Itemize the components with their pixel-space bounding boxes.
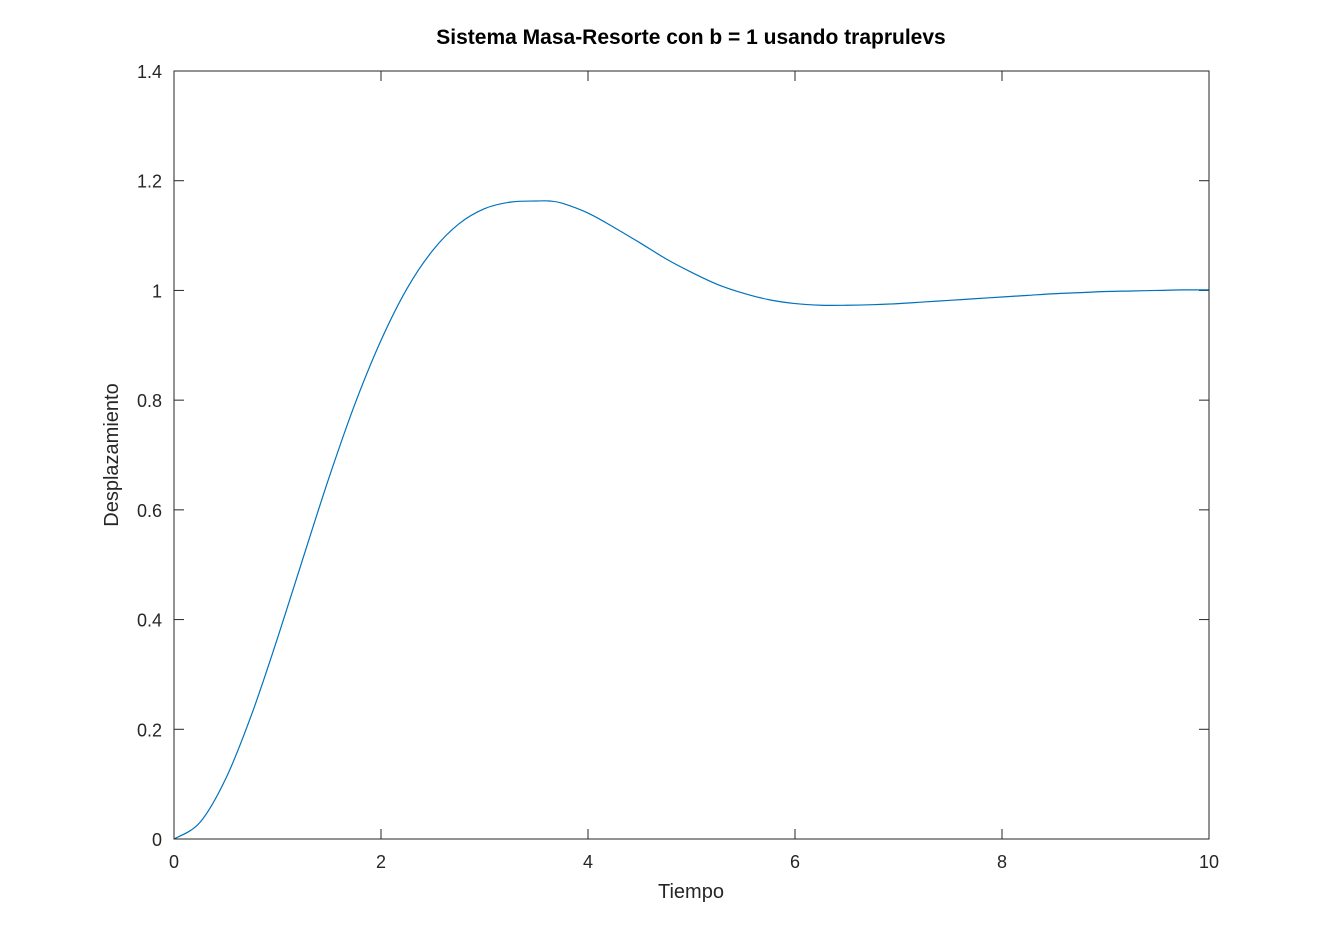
y-tick-label: 0.2 [137, 720, 162, 740]
y-tick-label: 0.6 [137, 501, 162, 521]
x-tick-label: 8 [997, 852, 1007, 872]
x-tick-label: 0 [169, 852, 179, 872]
series-line [173, 200, 1210, 840]
y-tick-label: 1 [152, 281, 162, 301]
x-tick-label: 4 [583, 852, 593, 872]
y-tick-label: 0 [152, 830, 162, 850]
x-tick-label: 2 [376, 852, 386, 872]
plot-area-frame [173, 70, 1210, 840]
x-tick-label: 10 [1199, 852, 1219, 872]
tick-labels: 0 2 4 6 8 10 0 0.2 0.4 0.6 0.8 1 1.2 1.4 [137, 62, 1219, 872]
chart-title: Sistema Masa-Resorte con b = 1 usando tr… [436, 26, 945, 49]
y-tick-label: 1.4 [137, 62, 162, 82]
y-tick-label: 1.2 [137, 172, 162, 192]
y-axis-label: Desplazamiento [101, 383, 123, 526]
y-tick-label: 0.4 [137, 611, 162, 631]
y-tick-label: 0.8 [137, 391, 162, 411]
x-tick-label: 6 [790, 852, 800, 872]
x-axis-label: Tiempo [658, 881, 724, 903]
